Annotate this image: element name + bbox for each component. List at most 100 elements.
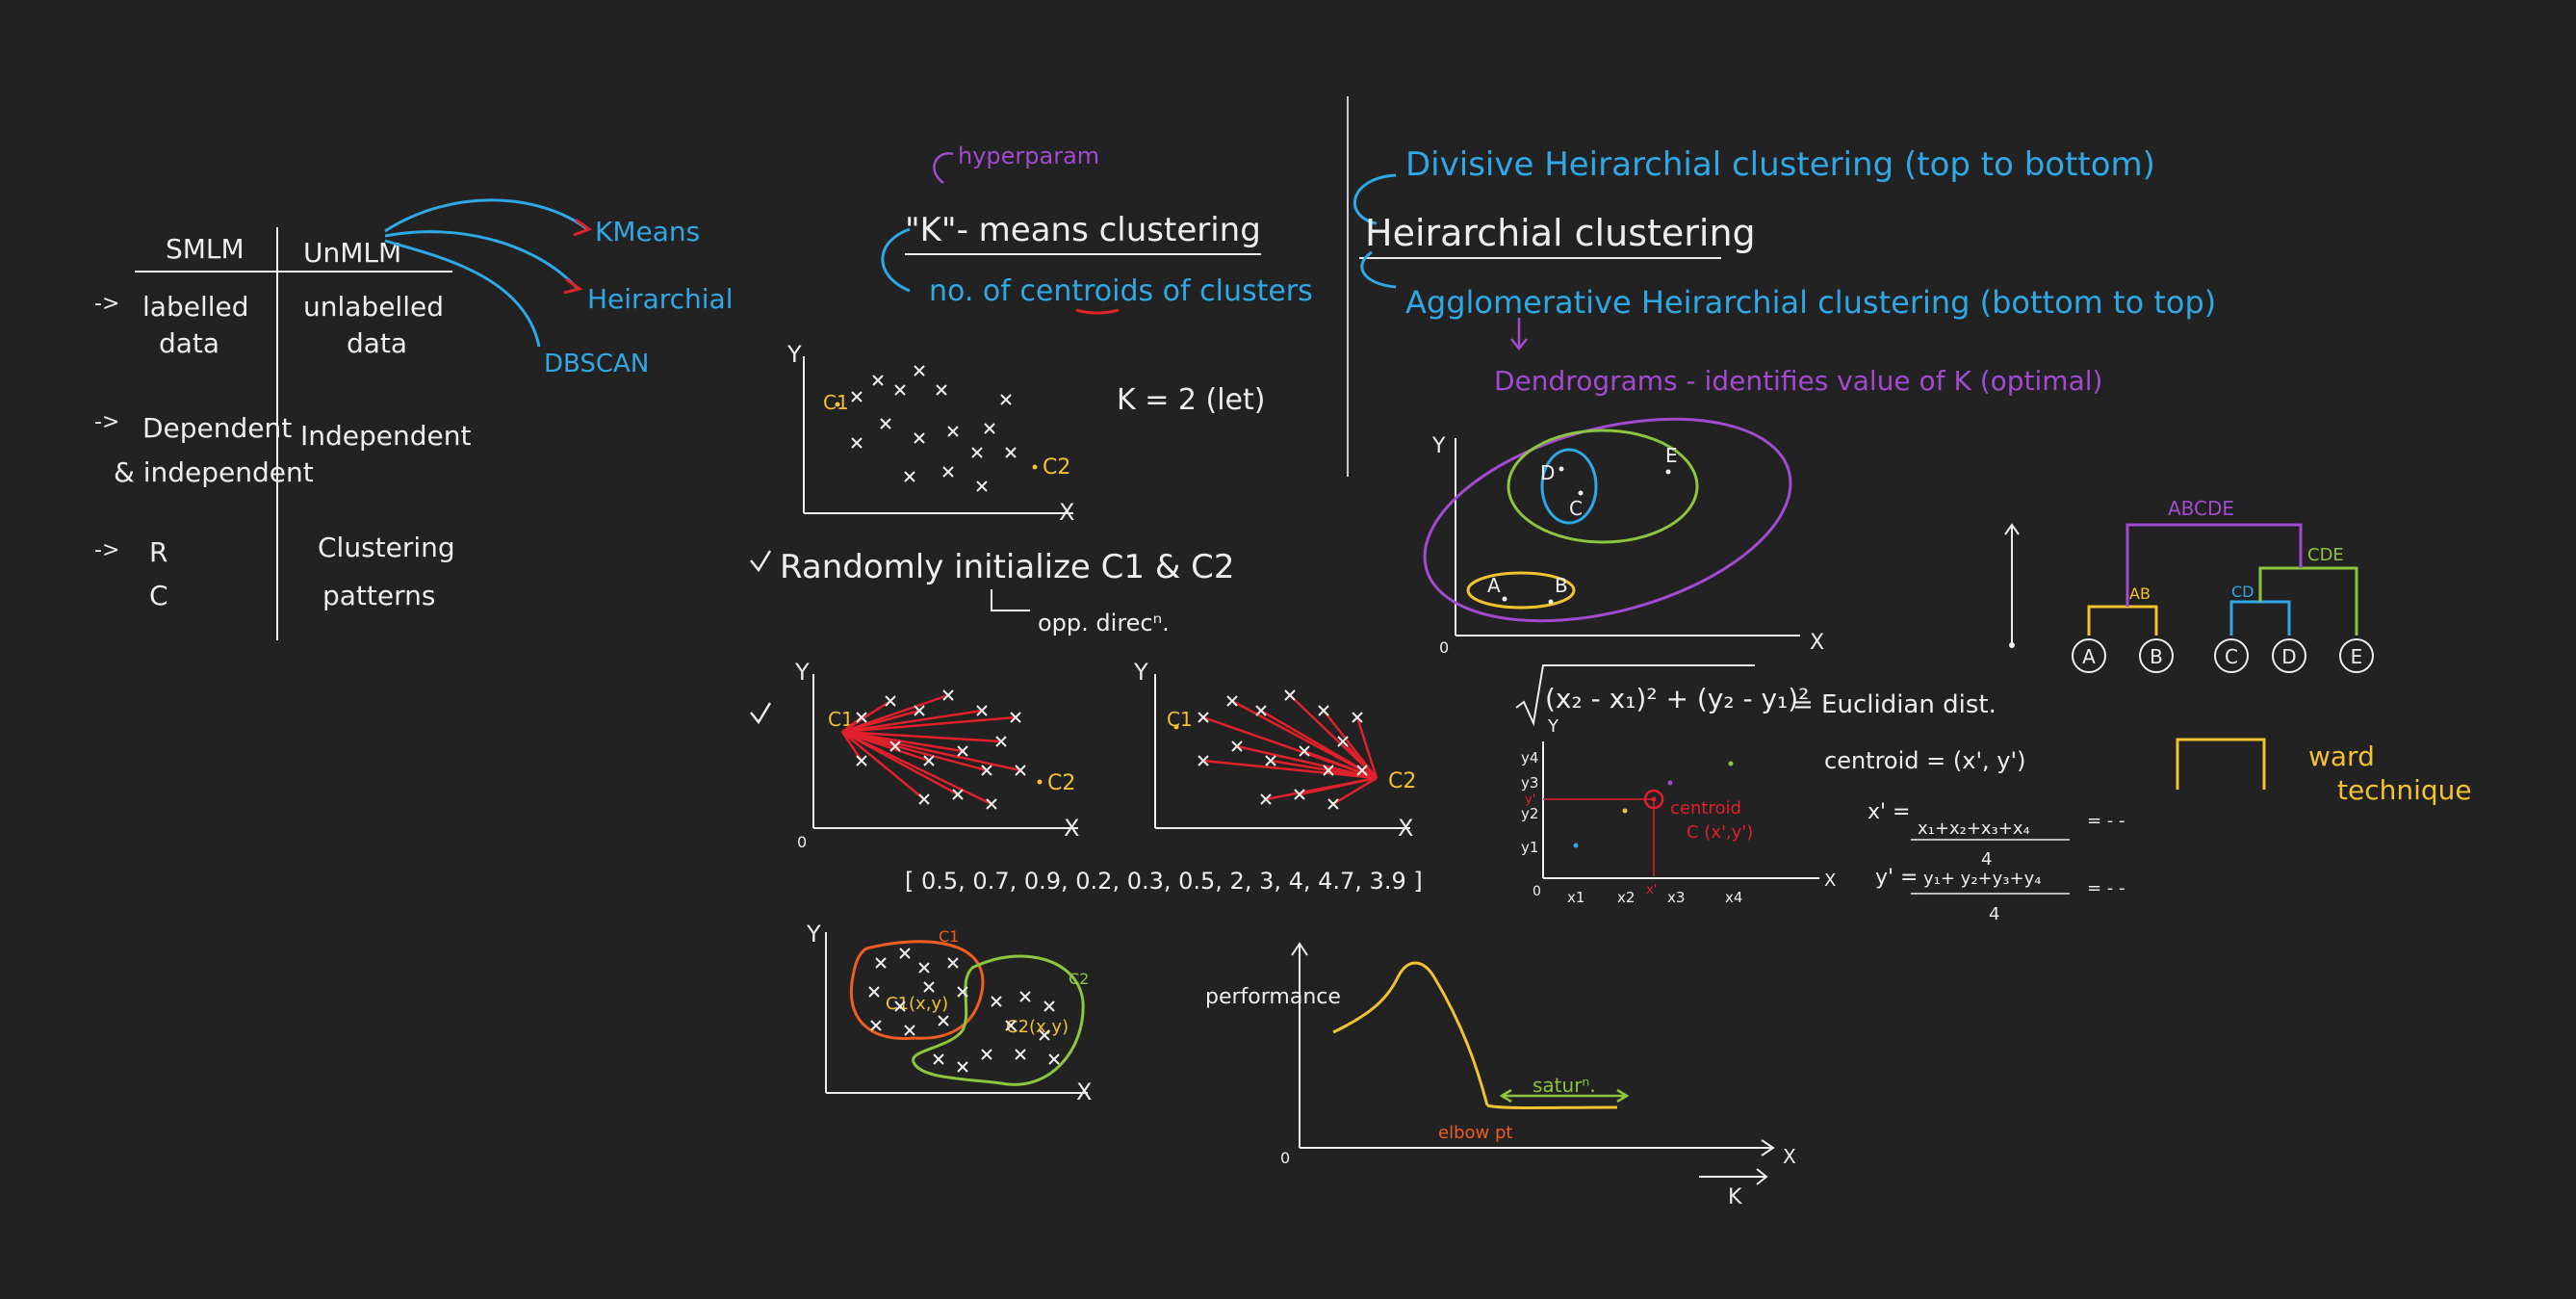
distance-line	[1202, 759, 1378, 780]
distance-line	[1289, 694, 1378, 779]
data-point-marker	[1039, 1029, 1050, 1041]
distance-values: [ 0.5, 0.7, 0.9, 0.2, 0.3, 0.5, 2, 3, 4,…	[905, 868, 1423, 895]
scatter-distances-c2: Y X C1 C2	[1133, 659, 1416, 842]
data-point-marker	[1231, 740, 1243, 752]
data-point-marker	[947, 957, 959, 969]
ward-technique: ward technique	[2176, 738, 2472, 806]
origin-label: 0	[1439, 638, 1449, 657]
data-point-marker	[875, 957, 887, 969]
k-arrow-icon	[1699, 1168, 1768, 1185]
data-point-marker	[991, 996, 1002, 1007]
axis-x-label: X	[1783, 1145, 1796, 1168]
ylabel-performance: performance	[1205, 985, 1341, 1009]
data-point-marker	[1010, 712, 1021, 723]
elbow-point-label: elbow pt	[1438, 1123, 1512, 1143]
origin-label: 0	[1280, 1149, 1290, 1167]
data-point-marker	[1265, 755, 1276, 766]
centroid-dot	[1037, 779, 1043, 785]
x-prime-label: x' =	[1868, 800, 1911, 824]
tick-y2: y2	[1521, 805, 1538, 822]
axis-y-label: Y	[794, 659, 810, 686]
saturation-line	[1486, 1104, 1618, 1109]
axis-x-label: X	[1810, 631, 1824, 655]
data-point-marker	[1226, 695, 1238, 707]
cluster-1-outline	[849, 940, 985, 1040]
data-point-marker	[957, 986, 968, 998]
centroids-underline	[1075, 308, 1120, 315]
data-point-marker	[1327, 798, 1339, 810]
opp-direction-text: opp. direcⁿ.	[1038, 610, 1170, 637]
tick-y3: y3	[1521, 774, 1538, 792]
axis-x-label: X	[1398, 815, 1413, 842]
distance-line	[1332, 776, 1378, 806]
dendrogram-leaf-label: E	[2351, 645, 2363, 668]
kmeans-subtitle: no. of centroids of clusters	[929, 274, 1313, 308]
xlabel-k: K	[1728, 1185, 1742, 1209]
agglomerative-text: Agglomerative Heirarchial clustering (bo…	[1405, 284, 2216, 321]
y-numerator: y₁+ y₂+y₃+y₄	[1923, 869, 2041, 889]
row3-left-a: R	[149, 536, 167, 568]
distance-line	[841, 699, 891, 734]
distance-line	[1327, 768, 1378, 780]
data-point-marker	[889, 740, 901, 752]
row1-arrow: ->	[94, 292, 119, 316]
cluster-cde-outline	[1507, 429, 1699, 544]
data-point-marker	[914, 432, 925, 444]
scatter-points	[1173, 689, 1368, 810]
data-point-marker	[1198, 712, 1209, 723]
distance-line	[1236, 744, 1378, 780]
data-point-marker	[918, 962, 930, 974]
data-point-marker	[894, 384, 906, 396]
x-continuation: = - -	[2087, 811, 2125, 831]
check-icon	[750, 550, 772, 573]
cluster-ab-outline	[1466, 571, 1576, 610]
euclid-equals: = Euclidian dist.	[1792, 690, 1996, 719]
data-point-marker	[1005, 1020, 1017, 1031]
data-point-marker	[957, 745, 968, 757]
data-point-marker	[899, 948, 911, 959]
data-point-marker	[923, 755, 935, 766]
divisive-arrow-icon	[1352, 173, 1397, 225]
distance-line	[1265, 776, 1378, 801]
data-point-marker	[851, 437, 863, 449]
data-point-marker	[952, 789, 964, 800]
data-point-marker	[1255, 705, 1267, 716]
scatter-points	[856, 689, 1043, 810]
scatter-initial: Y X C1 C2 K = 2 (let)	[786, 341, 1265, 526]
cluster-1-label: C1	[939, 927, 959, 946]
x-numerator: x₁+x₂+x₃+x₄	[1918, 818, 2030, 839]
y-continuation: = - -	[2087, 878, 2125, 898]
height-origin-dot	[2009, 642, 2015, 648]
axis-y-label: Y	[786, 341, 802, 368]
dendrogram-leaves: A B C D E	[2072, 638, 2374, 673]
distance-line	[841, 731, 925, 800]
randomly-initialize-text: Randomly initialize C1 & C2	[780, 548, 1235, 586]
data-point-marker	[904, 471, 915, 482]
link-cde	[2258, 566, 2358, 636]
centroid-formulas: centroid = (x', y') x' = x₁+x₂+x₃+x₄ 4 =…	[1824, 747, 2125, 924]
row1-left-a: labelled	[142, 291, 249, 323]
cluster-2-outline	[912, 954, 1085, 1086]
label-hierarchical: Heirarchial	[587, 283, 733, 315]
dendrogram-arrow-icon	[1510, 318, 1528, 351]
tick-y4: y4	[1521, 749, 1538, 766]
link-abcde	[2125, 523, 2303, 607]
row3-right-a: Clustering	[318, 532, 455, 563]
centroid-c2-dot	[1032, 464, 1038, 470]
distance-line	[841, 730, 1021, 772]
dendrogram-leaf-circle	[2214, 638, 2249, 673]
label-ab: AB	[2129, 585, 2151, 603]
dendrogram-leaf-label: A	[2082, 645, 2096, 668]
data-point-marker	[986, 798, 997, 810]
centroid-marker-dot	[1651, 796, 1657, 802]
scatter-points	[835, 365, 1038, 492]
axis-y-label: Y	[806, 921, 821, 948]
data-point-marker	[894, 1000, 906, 1012]
height-arrow-icon	[2004, 523, 2020, 535]
data-point-marker	[957, 1061, 968, 1073]
cluster-2-label: C2	[1069, 970, 1089, 988]
opp-direction-arrow-icon	[991, 589, 1030, 611]
data-point-marker	[1198, 755, 1209, 766]
c1-label: C1	[823, 391, 849, 414]
